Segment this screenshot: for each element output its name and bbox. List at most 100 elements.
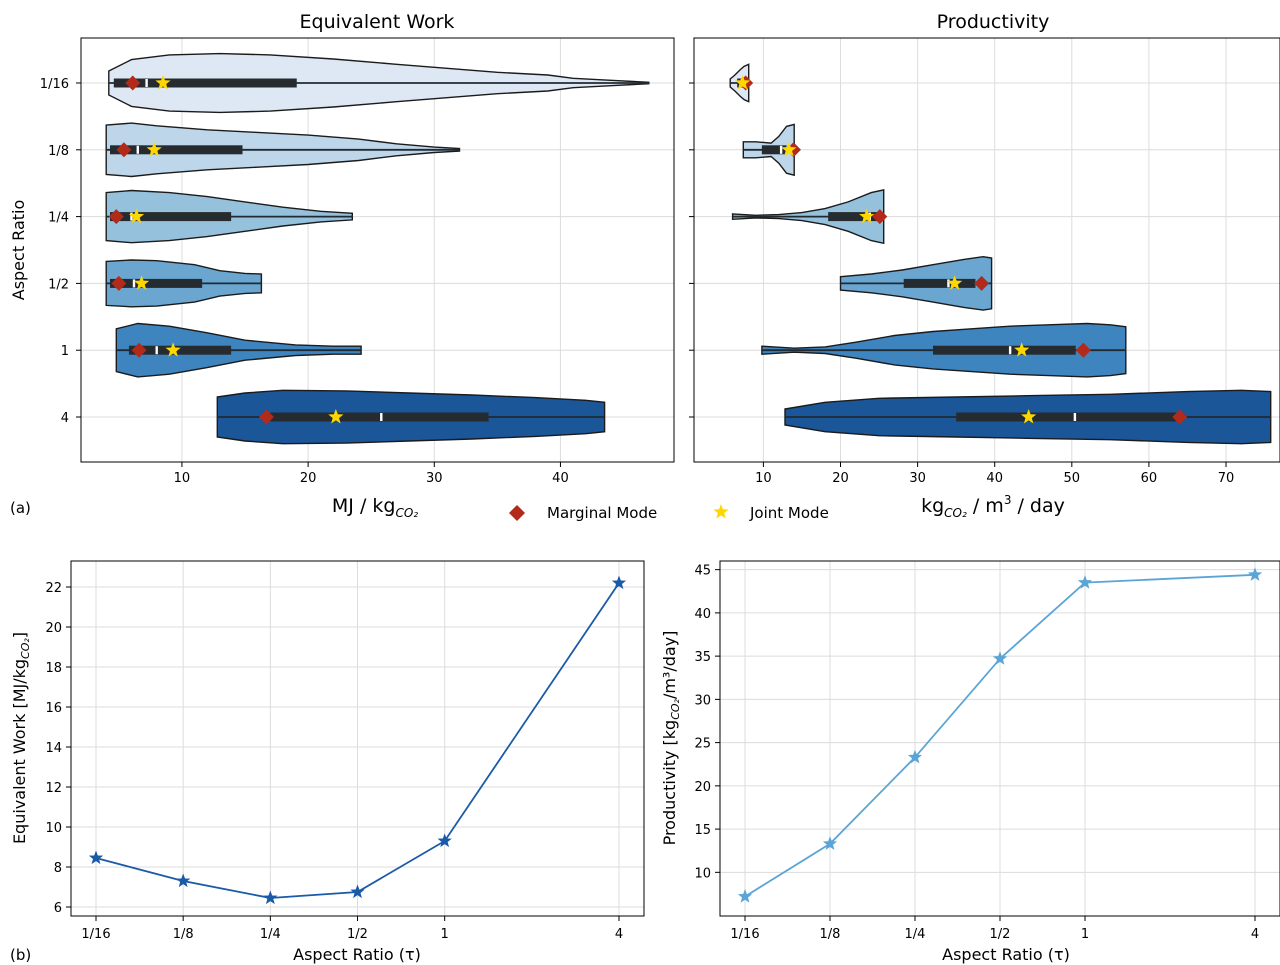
legend: Marginal Mode Joint Mode bbox=[509, 504, 829, 522]
data-point-star bbox=[992, 651, 1008, 665]
x-axis-label-sub: CO₂ bbox=[944, 506, 967, 520]
violin-median bbox=[779, 145, 783, 154]
y-tick-label: 20 bbox=[45, 621, 62, 636]
productivity-line-plot: 1/16 1/8 1/4 1/2 1 4 10 15 20 25 30 35 40 45 Aspect … bbox=[660, 560, 1280, 964]
x-axis-label-tail: / m bbox=[967, 495, 1004, 517]
x-tick-label: 20 bbox=[300, 471, 317, 486]
y-tick-label: 1 bbox=[61, 344, 69, 359]
joint-mode-marker bbox=[165, 342, 181, 357]
y-tick-label: 1/4 bbox=[48, 211, 69, 226]
series-line bbox=[744, 573, 1256, 898]
y-tick-label: 16 bbox=[45, 701, 62, 716]
joint-mode-marker bbox=[133, 275, 150, 290]
y-tick-label: 6 bbox=[54, 901, 62, 916]
joint-mode-marker bbox=[155, 75, 171, 90]
y-tick-label: 30 bbox=[694, 693, 711, 708]
violin-iqr-box bbox=[761, 145, 787, 155]
y-tick-label: 25 bbox=[694, 737, 711, 752]
y-tick-label: 1/16 bbox=[40, 77, 69, 92]
violin-iqr-box bbox=[828, 212, 878, 222]
marginal-mode-legend-marker bbox=[509, 505, 525, 521]
panel-label-a: (a) bbox=[10, 499, 31, 517]
joint-mode-marker bbox=[734, 75, 751, 90]
data-point-star bbox=[822, 836, 838, 850]
x-tick-label: 30 bbox=[426, 471, 443, 486]
y-tick-label: 4 bbox=[61, 411, 69, 426]
x-tick-label: 20 bbox=[832, 471, 849, 486]
x-axis-label: kgCO₂ / m3 / day bbox=[921, 493, 1065, 520]
y-tick-label: 40 bbox=[694, 607, 711, 622]
violin-median bbox=[155, 346, 158, 355]
x-axis-label-sub: CO₂ bbox=[395, 506, 418, 520]
violin-iqr-box bbox=[956, 412, 1180, 422]
joint-mode-legend-marker bbox=[713, 504, 729, 519]
y-tick-label: 45 bbox=[694, 564, 711, 579]
x-tick-label: 60 bbox=[1141, 471, 1158, 486]
data-point-star bbox=[437, 833, 452, 848]
violin-iqr-box bbox=[113, 78, 297, 88]
y-tick-label: 35 bbox=[694, 650, 711, 665]
y-tick-label: 10 bbox=[45, 821, 62, 836]
joint-mode-marker bbox=[328, 409, 344, 424]
x-tick-label: 1/4 bbox=[905, 927, 926, 942]
x-tick-label: 1/8 bbox=[173, 927, 194, 942]
data-point-star bbox=[176, 873, 191, 888]
violin-iqr-box bbox=[110, 278, 203, 288]
y-tick-label: 1/8 bbox=[48, 144, 69, 159]
x-tick-label: 1/4 bbox=[260, 927, 281, 942]
violin-median bbox=[1073, 413, 1077, 421]
y-tick-label: 1/2 bbox=[48, 277, 69, 292]
y-tick-label: 10 bbox=[694, 866, 711, 881]
violin-median bbox=[132, 279, 136, 288]
marginal-mode-marker bbox=[131, 342, 147, 358]
violin-iqr-box bbox=[128, 345, 232, 355]
x-axis-label: Aspect Ratio (τ) bbox=[942, 945, 1070, 964]
x-tick-label: 4 bbox=[615, 927, 623, 942]
x-tick-label: 10 bbox=[755, 471, 772, 486]
equivalent-work-violin-plot: 10 20 30 40 1/16 1/8 1/4 1/2 1 4 Equivalent Work… bbox=[9, 11, 675, 520]
x-tick-label: 30 bbox=[909, 471, 926, 486]
y-tick-label: 20 bbox=[694, 780, 711, 795]
plot-frame bbox=[80, 37, 675, 463]
x-tick-label: 1/8 bbox=[820, 927, 841, 942]
marginal-mode-marker bbox=[125, 75, 141, 91]
x-axis-label: Aspect Ratio (τ) bbox=[293, 945, 421, 964]
violin-median bbox=[136, 145, 139, 154]
y-axis-label-sub: CO₂ bbox=[669, 698, 682, 719]
series-line bbox=[95, 582, 620, 899]
y-axis-label-sub: CO₂ bbox=[19, 638, 32, 659]
data-point-star bbox=[350, 884, 365, 899]
x-tick-label: 40 bbox=[986, 471, 1003, 486]
data-point-star bbox=[1077, 575, 1093, 589]
violin-median bbox=[1008, 346, 1012, 355]
panel-label-b: (b) bbox=[10, 946, 31, 964]
chart-title: Equivalent Work bbox=[300, 11, 455, 33]
joint-mode-marker bbox=[947, 275, 963, 290]
data-point-star bbox=[737, 889, 753, 903]
violin-iqr-box bbox=[110, 212, 232, 222]
x-tick-label: 1/16 bbox=[81, 927, 110, 942]
violin-iqr-box bbox=[270, 412, 489, 422]
x-tick-label: 1 bbox=[1081, 927, 1089, 942]
x-tick-label: 1/2 bbox=[347, 927, 368, 942]
y-tick-label: 18 bbox=[45, 661, 62, 676]
marginal-mode-marker bbox=[258, 409, 274, 425]
joint-mode-marker bbox=[1014, 342, 1030, 357]
marginal-mode-marker bbox=[1172, 409, 1188, 425]
plot-frame bbox=[693, 37, 1280, 463]
x-tick-label: 70 bbox=[1218, 471, 1235, 486]
marginal-mode-marker bbox=[1075, 342, 1091, 358]
violin-iqr-box bbox=[110, 145, 243, 155]
joint-mode-marker bbox=[859, 208, 875, 224]
violin-iqr-box bbox=[933, 345, 1076, 355]
x-tick-label: 1 bbox=[441, 927, 449, 942]
y-tick-label: 14 bbox=[45, 741, 62, 756]
y-tick-label: 22 bbox=[45, 581, 62, 596]
data-point-star bbox=[263, 890, 278, 905]
violin-median bbox=[130, 212, 133, 221]
x-tick-label: 40 bbox=[552, 471, 569, 486]
violin-median bbox=[145, 79, 148, 87]
y-tick-label: 8 bbox=[54, 861, 62, 876]
